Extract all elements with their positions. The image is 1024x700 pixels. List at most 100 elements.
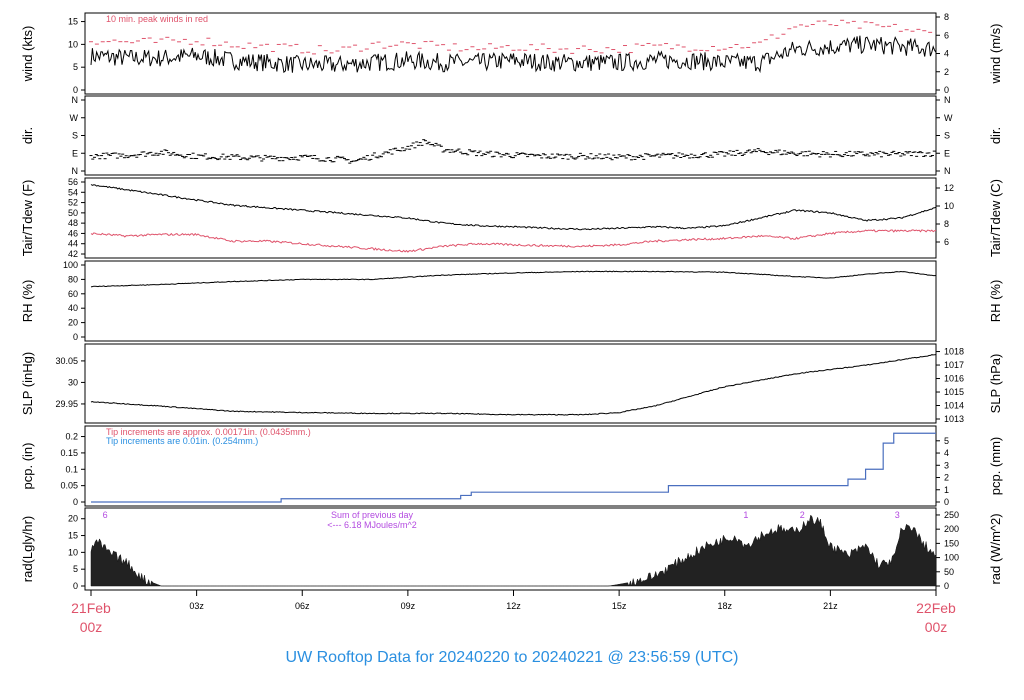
y-tick: 80 [68,274,78,284]
day-marker: 2 [800,510,805,520]
y-tick-right: 1016 [944,374,964,384]
y-tick: 10 [68,39,78,49]
pcp-series [91,432,936,503]
y-tick-right: 150 [944,538,959,548]
y-tick-right: 2 [944,473,949,483]
y-tick-right: 100 [944,553,959,563]
y-tick: 42 [68,249,78,259]
day-marker: 1 [743,510,748,520]
day-marker: 3 [895,510,900,520]
x-tick-label: 06z [295,601,310,611]
y-tick: 50 [68,208,78,218]
panel-4: SLP (inHg) SLP (hPa) [20,343,1003,424]
y-tick-right: 1017 [944,360,964,370]
x-tick-label: 03z [189,601,204,611]
panel-3: RH (%) RH (%) [20,260,1003,342]
y-tick: 5 [73,564,78,574]
y-tick-right: 4 [944,448,949,458]
y-tick-right: 10 [944,201,954,211]
y-tick-right: 2 [944,67,949,77]
y-tick-right: N [944,95,951,105]
date-label: 21Feb [71,600,111,616]
y-tick: 0.05 [60,481,78,491]
x-tick-label: 09z [401,601,416,611]
y-tick-right: 8 [944,12,949,22]
y-axis-label-right: RH (%) [988,280,1003,323]
tip-note: Tip increments are 0.01in. (0.254mm.) [106,436,258,446]
y-tick: 48 [68,218,78,228]
y-tick-right: E [944,148,950,158]
y-tick-right: N [944,166,951,176]
y-tick-right: 5 [944,436,949,446]
y-tick-right: 1014 [944,401,964,411]
y-tick: 0.2 [65,432,78,442]
y-tick-right: 250 [944,510,959,520]
panel-5: pcp. (in) pcp. (mm) [20,425,1003,507]
y-axis-label-right: wind (m/s) [988,24,1003,85]
rad-note: Sum of previous day [331,510,414,520]
y-tick: S [72,131,78,141]
y-tick-right: 1015 [944,387,964,397]
tair-series [90,184,937,231]
y-axis-label: rad(Lgly/hr) [20,516,35,582]
chart-title: UW Rooftop Data for 20240220 to 20240221… [285,649,739,666]
y-axis-label-right: pcp. (mm) [988,437,1003,496]
y-tick: 20 [68,318,78,328]
y-tick-right: 4 [944,49,949,59]
y-tick: 0 [73,497,78,507]
date-label: 00z [80,619,103,635]
y-tick: E [72,148,78,158]
y-tick-right: 0 [944,497,949,507]
y-tick: 29.95 [55,399,78,409]
y-axis-label: RH (%) [20,280,35,323]
y-tick: W [70,113,79,123]
y-tick-right: 6 [944,237,949,247]
y-axis-label-right: SLP (hPa) [988,354,1003,414]
y-tick-right: 1 [944,485,949,495]
y-tick: 30.05 [55,356,78,366]
y-tick: 0 [73,581,78,591]
y-tick-right: 6 [944,30,949,40]
day-marker: 6 [103,510,108,520]
y-axis-label: Tair/Tdew (F) [20,180,35,257]
y-tick: 100 [63,260,78,270]
y-tick: 0.15 [60,448,78,458]
panel-2: Tair/Tdew (F) Tair/Tdew (C) [20,177,1003,259]
y-tick: 40 [68,303,78,313]
panel-0: wind (kts) wind (m/s) [20,12,1003,95]
y-tick: 46 [68,228,78,238]
y-tick: 20 [68,514,78,524]
rh-series [90,270,937,288]
x-tick-label: 18z [717,601,732,611]
y-tick: 15 [68,531,78,541]
tip-note: Tip increments are approx. 0.00171in. (0… [106,427,311,437]
y-tick: 52 [68,198,78,208]
y-tick: 15 [68,17,78,27]
y-tick: N [72,95,79,105]
y-tick-right: 50 [944,567,954,577]
y-tick: 0.1 [65,464,78,474]
y-axis-label: wind (kts) [20,26,35,83]
date-label: 00z [925,619,948,635]
x-tick-label: 12z [506,601,521,611]
y-tick-right: 0 [944,85,949,95]
y-tick: 0 [73,332,78,342]
x-tick-label: 21z [823,601,838,611]
y-tick-right: 12 [944,183,954,193]
y-tick: 56 [68,177,78,187]
y-axis-label-right: Tair/Tdew (C) [988,179,1003,257]
y-tick: 5 [73,62,78,72]
y-axis-label: SLP (inHg) [20,352,35,415]
y-tick: 60 [68,289,78,299]
y-tick: 0 [73,85,78,95]
y-axis-label-right: dir. [988,127,1003,144]
y-tick: 54 [68,187,78,197]
y-tick-right: 3 [944,460,949,470]
tdew-series [90,229,937,253]
y-tick-right: 8 [944,219,949,229]
y-tick-right: 200 [944,524,959,534]
slp-series [90,354,937,416]
wind-series [90,35,937,74]
panel-1: dir. dir. [20,95,1003,176]
